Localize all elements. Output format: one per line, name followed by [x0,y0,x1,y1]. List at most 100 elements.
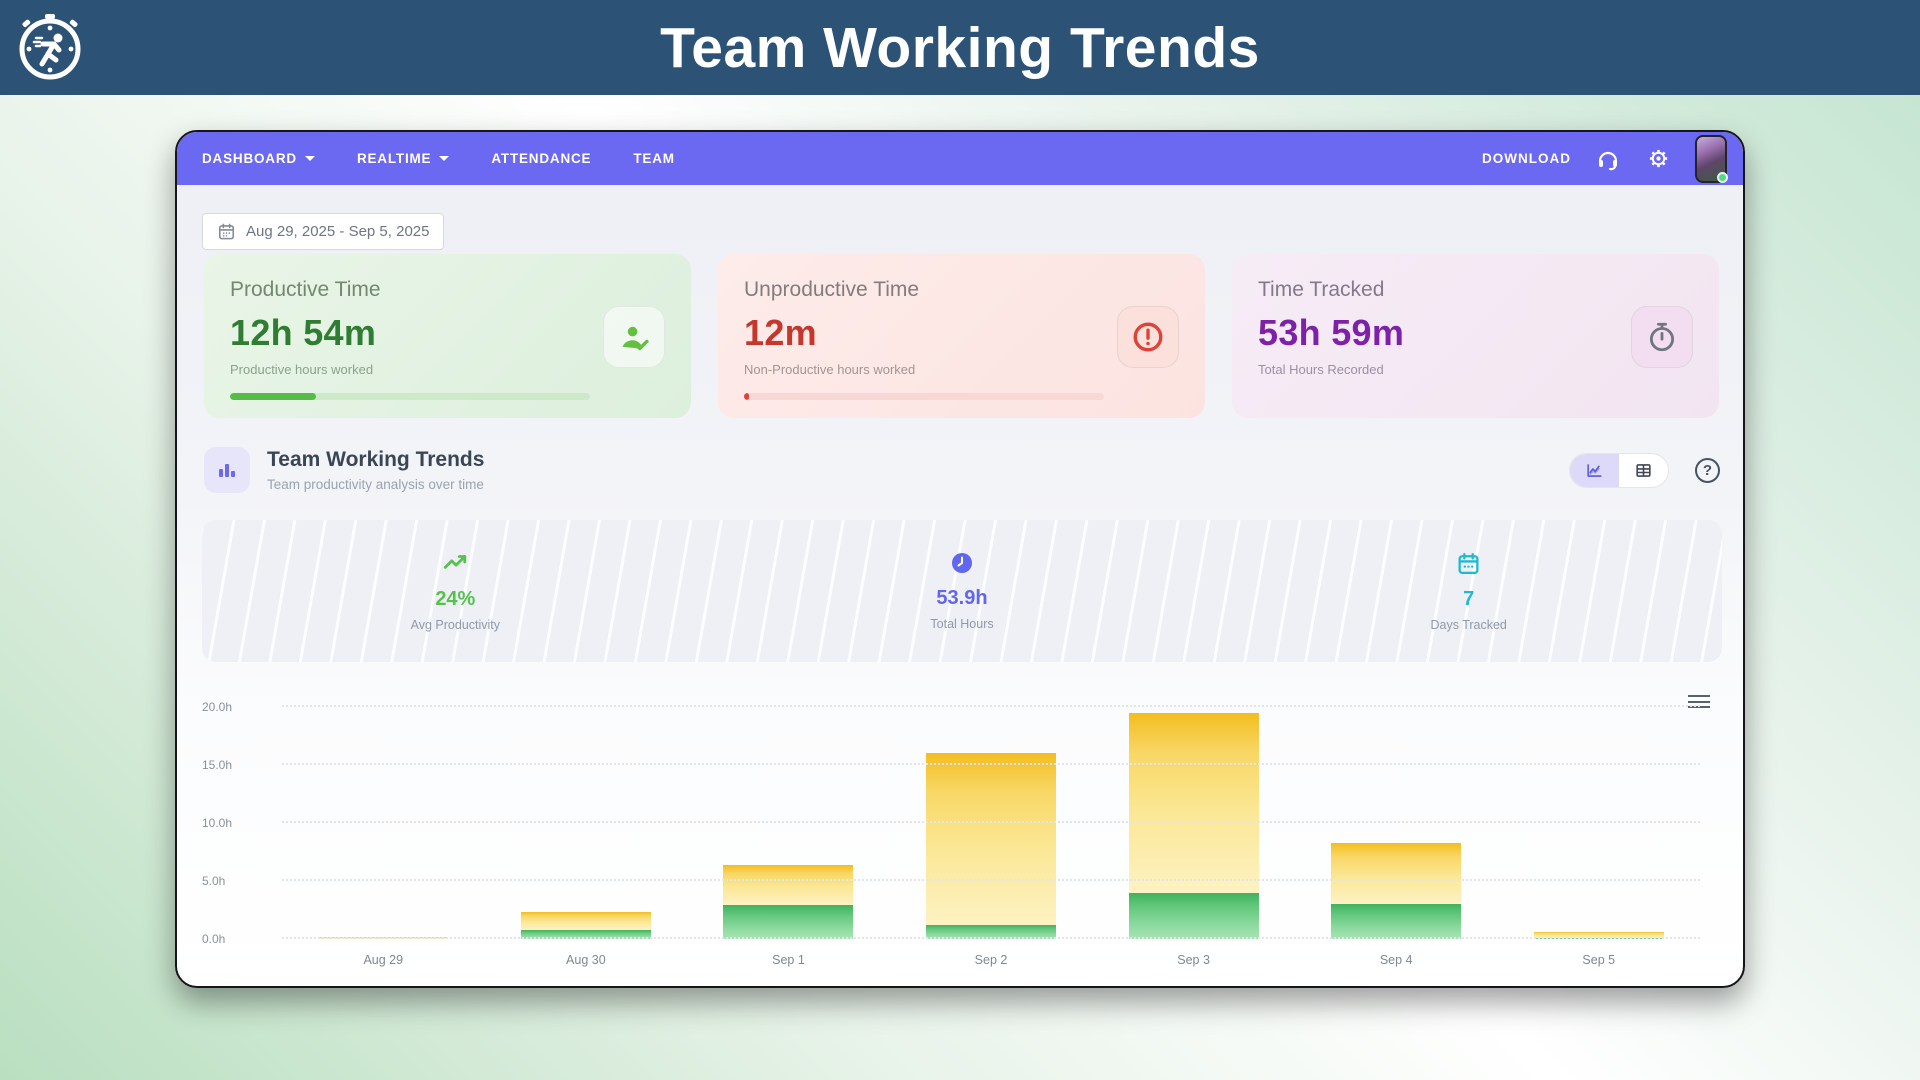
trending-up-icon [442,550,468,581]
user-check-icon [603,306,665,368]
bar-neutral [1128,712,1259,893]
summary-card-title: Time Tracked [1258,278,1385,301]
summary-progress-track [744,393,1105,400]
kpi-label: Days Tracked [1430,617,1507,632]
clock-icon [950,551,974,580]
kpi-value: 53.9h [936,587,988,609]
help-icon[interactable] [1695,457,1720,483]
x-axis-tick-label: Aug 29 [363,953,404,967]
line-chart-icon [1587,463,1602,477]
gridline [282,763,1700,765]
alert-circle-icon [1117,306,1179,368]
table-icon [1636,463,1651,477]
gridline [282,705,1700,707]
gridline [282,879,1700,881]
y-axis-tick-label: 10.0h [202,816,233,830]
summary-card-0: Productive Time 12h 54m Productive hours w… [204,254,691,418]
online-status-dot [1717,171,1728,183]
chart-menu-icon[interactable] [1688,695,1710,712]
nav-item-team[interactable]: TEAM [633,151,674,166]
chart-column-sep-2: Sep 2 [890,707,1093,967]
nav-item-realtime[interactable]: REALTIME [356,151,450,166]
date-range-picker[interactable]: Aug 29, 2025 - Sep 5, 2025 [202,213,445,250]
app-header: Team Working Trends [0,0,1920,95]
view-toggle [1569,452,1669,488]
kpi-value: 7 [1463,587,1475,610]
x-axis-tick-label: Sep 4 [1379,953,1413,967]
chevron-down-icon [304,156,315,161]
bar-productive [926,925,1057,939]
chevron-down-icon [439,156,450,161]
bar-neutral [926,753,1057,926]
summary-progress-track [230,393,591,400]
section-title: Team Working Trends [267,448,485,471]
headset-icon[interactable] [1595,146,1621,172]
bar-neutral [723,864,854,906]
bar-productive [723,905,854,939]
nav-item-label: DASHBOARD [202,151,297,166]
kpi-value: 24% [435,588,476,610]
chart-column-sep-3: Sep 3 [1092,707,1295,967]
chart-view-toggle[interactable] [1570,453,1619,487]
date-range-label: Aug 29, 2025 - Sep 5, 2025 [246,223,430,240]
bar-productive [1128,892,1259,939]
chart-column-sep-5: Sep 5 [1497,707,1700,967]
nav-item-dashboard[interactable]: DASHBOARD [202,151,315,166]
gridline [282,937,1700,939]
chart-plot: Aug 29 Aug 30 Sep 1 Sep 2 Sep 3 Sep 4 Sep 5 [282,705,1700,967]
bar-neutral [1533,932,1664,938]
navbar-actions: DOWNLOAD [1482,134,1728,183]
kpi-label: Total Hours [930,617,994,631]
kpi-days-tracked: 7 Days Tracked [1215,520,1722,662]
calendar-icon [218,223,235,240]
summary-card-subtitle: Non-Productive hours worked [744,362,916,377]
stopwatch-runner-logo-icon [12,9,88,85]
calendar-icon [1456,551,1481,581]
summary-card-2: Time Tracked 53h 59m Total Hours Recorded [1232,254,1719,418]
kpi-total-hours: 53.9h Total Hours [709,520,1216,662]
kpi-label: Avg Productivity [410,618,501,632]
kpi-panel: 24% Avg Productivity 53.9h Total Hours 7 Da… [202,520,1722,662]
y-axis-tick-label: 15.0h [202,758,233,772]
navbar: DASHBOARD REALTIME ATTENDANCE TEAM DOWNLOAD [177,132,1743,185]
dashboard-window: DASHBOARD REALTIME ATTENDANCE TEAM DOWNLOAD [175,130,1745,988]
bar-neutral [520,912,651,930]
x-axis-tick-label: Aug 30 [566,953,606,967]
x-axis-tick-label: Sep 5 [1582,953,1616,967]
summary-card-1: Unproductive Time 12m Non-Productive hours… [718,254,1205,418]
section-subtitle: Team productivity analysis over time [267,477,484,492]
x-axis-tick-label: Sep 3 [1177,953,1210,967]
chart-column-aug-30: Aug 30 [485,707,688,967]
user-avatar[interactable] [1695,134,1728,183]
summary-card-subtitle: Total Hours Recorded [1258,362,1384,377]
summary-progress-fill [744,393,750,400]
bar-neutral [1331,842,1462,905]
gridline [282,821,1700,823]
y-axis-tick-label: 0.0h [202,932,226,946]
section-header: Team Working Trends Team productivity an… [204,445,1720,495]
nav-item-label: REALTIME [356,151,432,166]
kpi-avg-productivity: 24% Avg Productivity [202,520,709,662]
nav-item-label: TEAM [633,151,675,166]
nav-item-label: ATTENDANCE [491,151,592,166]
trends-chart: Aug 29 Aug 30 Sep 1 Sep 2 Sep 3 Sep 4 Sep 5 0.… [202,677,1722,977]
bar-productive [520,929,651,939]
summary-card-title: Productive Time [230,278,381,301]
y-axis-tick-label: 5.0h [202,874,226,888]
summary-card-value: 53h 59m [1258,312,1405,353]
summary-cards-row: Productive Time 12h 54m Productive hours w… [204,254,1720,418]
summary-progress-fill [230,393,317,400]
summary-card-value: 12h 54m [230,312,377,353]
summary-card-value: 12m [744,312,817,353]
bar-chart-icon [204,447,250,493]
summary-card-title: Unproductive Time [744,278,920,301]
table-view-toggle[interactable] [1619,454,1668,487]
chart-column-sep-4: Sep 4 [1295,707,1498,967]
x-axis-tick-label: Sep 1 [772,953,805,967]
chart-column-aug-29: Aug 29 [282,707,485,967]
settings-gear-icon[interactable] [1645,146,1671,172]
nav-item-attendance[interactable]: ATTENDANCE [491,151,591,166]
bar-productive [1331,904,1462,939]
download-button[interactable]: DOWNLOAD [1482,151,1571,166]
